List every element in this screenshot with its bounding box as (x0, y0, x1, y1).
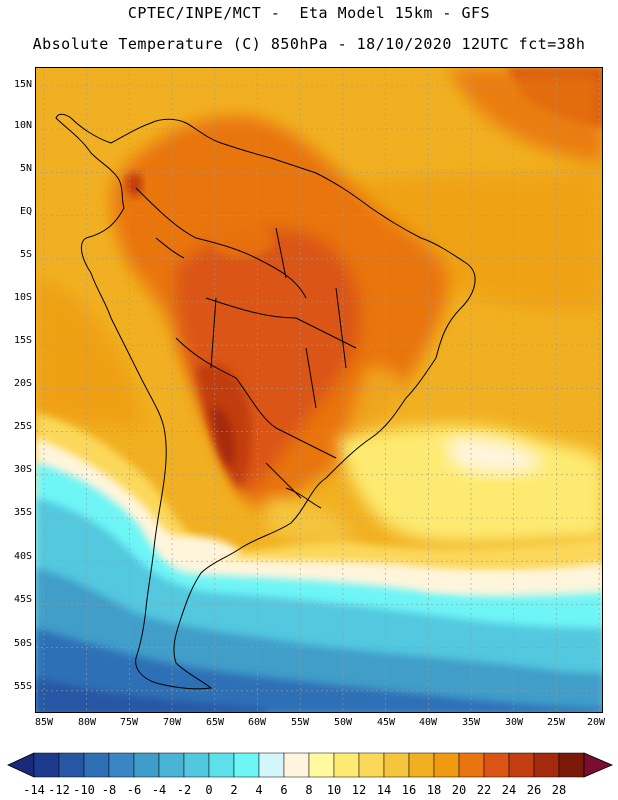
colorbar-label: 8 (305, 783, 313, 797)
colorbar-swatch (133, 752, 160, 778)
lat-label-5s: 5S (19, 249, 32, 260)
lon-label-45w: 45W (376, 717, 396, 728)
lat-label-20s: 20S (13, 378, 32, 389)
colorbar-label: -14 (23, 783, 45, 797)
lon-label-65w: 65W (205, 717, 225, 728)
lat-label-10s: 10S (13, 292, 32, 303)
colorbar-boxes (33, 752, 585, 778)
colorbar-label: 22 (476, 783, 492, 797)
lat-label-5n: 5N (19, 163, 32, 174)
lat-label-40s: 40S (13, 551, 32, 562)
colorbar-label: -12 (48, 783, 70, 797)
colorbar-swatch (258, 752, 285, 778)
lat-label-25s: 25S (13, 421, 32, 432)
lon-label-25w: 25W (546, 717, 566, 728)
temperature-map (36, 68, 602, 712)
lat-label-50s: 50S (13, 638, 32, 649)
colorbar-over-arrow (583, 752, 614, 778)
colorbar-swatch (408, 752, 435, 778)
lon-label-35w: 35W (461, 717, 481, 728)
lon-label-55w: 55W (290, 717, 310, 728)
lat-label-35s: 35S (13, 507, 32, 518)
colorbar-label: 4 (255, 783, 263, 797)
colorbar-swatch (508, 752, 535, 778)
lon-label-20w: 20W (586, 717, 606, 728)
colorbar-swatch (333, 752, 360, 778)
coastline (55, 113, 476, 690)
lat-label-15n: 15N (13, 79, 32, 90)
colorbar-label: 0 (205, 783, 213, 797)
colorbar-swatch (383, 752, 410, 778)
colorbar-swatch (283, 752, 310, 778)
colorbar-swatch (158, 752, 185, 778)
colorbar-swatch (33, 752, 60, 778)
colorbar-label: 26 (526, 783, 542, 797)
colorbar-swatch (233, 752, 260, 778)
title-line-2: Absolute Temperature (C) 850hPa - 18/10/… (32, 35, 586, 53)
colorbar-swatch (308, 752, 335, 778)
lon-label-70w: 70W (162, 717, 182, 728)
lat-label-55s: 55S (13, 681, 32, 692)
colorbar-swatch (183, 752, 210, 778)
title-line-1: CPTEC/INPE/MCT - Eta Model 15km - GFS (127, 4, 491, 22)
colorbar-label: 12 (351, 783, 367, 797)
lon-label-80w: 80W (77, 717, 97, 728)
colorbar-swatch (533, 752, 560, 778)
colorbar-swatch (558, 752, 585, 778)
colorbar-swatch (358, 752, 385, 778)
lon-label-75w: 75W (119, 717, 139, 728)
lon-label-50w: 50W (333, 717, 353, 728)
lon-label-40w: 40W (418, 717, 438, 728)
lon-label-85w: 85W (34, 717, 54, 728)
colorbar-label: -10 (73, 783, 95, 797)
colorbar-label: 16 (401, 783, 417, 797)
map-panel (35, 67, 603, 713)
colorbar-label: -6 (126, 783, 142, 797)
lat-label-30s: 30S (13, 464, 32, 475)
temperature-field (36, 68, 602, 712)
colorbar-swatch (58, 752, 85, 778)
colorbar-label: 10 (326, 783, 342, 797)
lat-label-10n: 10N (13, 120, 32, 131)
colorbar-swatch (458, 752, 485, 778)
colorbar-swatch (83, 752, 110, 778)
colorbar-label: -8 (101, 783, 117, 797)
colorbar-label: 6 (280, 783, 288, 797)
colorbar-label: 20 (451, 783, 467, 797)
colorbar (7, 752, 614, 778)
colorbar-label: -4 (151, 783, 167, 797)
colorbar-swatch (433, 752, 460, 778)
lat-label-eq: EQ (19, 206, 32, 217)
lat-label-15s: 15S (13, 335, 32, 346)
colorbar-label: 14 (376, 783, 392, 797)
lon-label-60w: 60W (247, 717, 267, 728)
lat-label-45s: 45S (13, 594, 32, 605)
colorbar-swatch (483, 752, 510, 778)
colorbar-label: 28 (551, 783, 567, 797)
colorbar-label: 24 (501, 783, 517, 797)
colorbar-swatch (108, 752, 135, 778)
colorbar-swatch (208, 752, 235, 778)
lon-label-30w: 30W (504, 717, 524, 728)
colorbar-label: 2 (230, 783, 238, 797)
colorbar-label: -2 (176, 783, 192, 797)
colorbar-label: 18 (426, 783, 442, 797)
colorbar-under-arrow (7, 752, 35, 778)
